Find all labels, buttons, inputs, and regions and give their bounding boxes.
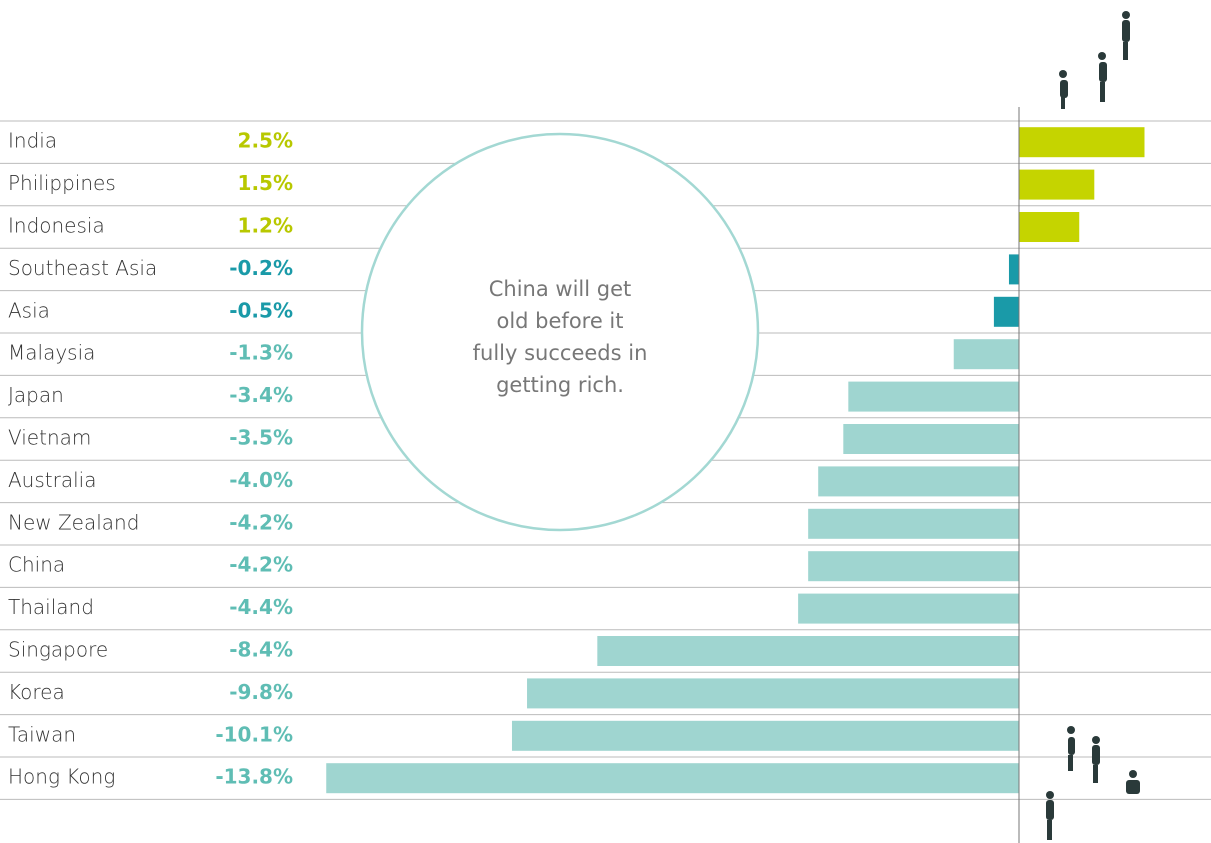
category-label: Malaysia bbox=[8, 341, 95, 365]
category-label: Philippines bbox=[8, 171, 116, 195]
category-label: China bbox=[8, 553, 65, 577]
category-label: Taiwan bbox=[8, 722, 76, 746]
value-label: 1.2% bbox=[238, 214, 293, 238]
category-label: Japan bbox=[8, 383, 64, 407]
value-label: -0.5% bbox=[229, 298, 293, 322]
bar bbox=[818, 466, 1019, 497]
value-label: 1.5% bbox=[238, 171, 293, 195]
value-label: -4.4% bbox=[229, 595, 293, 619]
value-label: -8.4% bbox=[229, 638, 293, 662]
value-label: -4.2% bbox=[229, 510, 293, 534]
annotation-text: China will get bbox=[489, 277, 632, 301]
bar bbox=[1019, 127, 1145, 158]
bar bbox=[527, 678, 1019, 709]
category-label: Hong Kong bbox=[8, 765, 115, 789]
value-label: -3.4% bbox=[229, 383, 293, 407]
bar bbox=[511, 720, 1019, 751]
category-label: Indonesia bbox=[8, 214, 105, 238]
bar bbox=[1019, 169, 1095, 200]
value-label: -4.0% bbox=[229, 468, 293, 492]
category-label: Australia bbox=[8, 468, 96, 492]
category-label: Korea bbox=[8, 680, 65, 704]
bar bbox=[848, 381, 1019, 412]
bar bbox=[1019, 212, 1080, 242]
category-label: Vietnam bbox=[8, 426, 91, 450]
category-label: Asia bbox=[8, 298, 50, 322]
value-label: -3.5% bbox=[229, 426, 293, 450]
bar bbox=[1008, 254, 1019, 285]
annotation-text: fully succeeds in bbox=[473, 341, 648, 365]
value-label: -9.8% bbox=[229, 680, 293, 704]
bar bbox=[326, 763, 1019, 794]
category-label: Southeast Asia bbox=[8, 256, 157, 280]
annotation-circle bbox=[360, 132, 760, 532]
value-label: -13.8% bbox=[215, 765, 293, 789]
value-label: -4.2% bbox=[229, 553, 293, 577]
bar bbox=[808, 551, 1019, 582]
bar bbox=[953, 339, 1019, 370]
category-label: Singapore bbox=[8, 638, 108, 662]
value-label: -1.3% bbox=[229, 341, 293, 365]
bar bbox=[993, 296, 1019, 327]
category-label: India bbox=[8, 129, 57, 153]
value-label: 2.5% bbox=[238, 129, 293, 153]
category-label: Thailand bbox=[8, 595, 94, 619]
bar bbox=[597, 636, 1019, 666]
bar bbox=[808, 508, 1019, 539]
annotation-text: old before it bbox=[496, 309, 623, 333]
value-label: -0.2% bbox=[229, 256, 293, 280]
annotation-text: getting rich. bbox=[496, 373, 624, 397]
decorative-figures bbox=[1046, 11, 1140, 840]
bar bbox=[843, 424, 1019, 454]
bar bbox=[798, 593, 1019, 624]
category-label: New Zealand bbox=[8, 510, 139, 534]
value-label: -10.1% bbox=[215, 722, 293, 746]
